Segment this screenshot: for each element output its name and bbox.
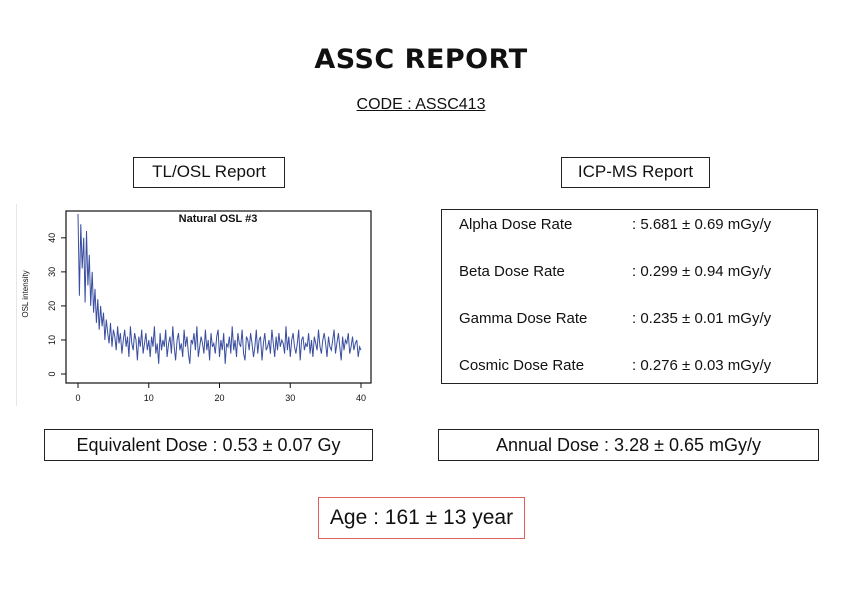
y-tick-label: 20	[47, 301, 57, 311]
dose-rate-label: Gamma Dose Rate	[459, 310, 588, 327]
age-result-box: Age : 161 ± 13 year	[318, 497, 525, 539]
dose-rate-value: : 5.681 ± 0.69 mGy/y	[632, 216, 772, 233]
chart-y-axis: 0 10 20 30 40	[47, 233, 66, 377]
y-tick-label: 0	[47, 371, 57, 376]
dose-rate-label: Beta Dose Rate	[459, 263, 565, 280]
tl-osl-report-label: TL/OSL Report	[133, 157, 285, 188]
icp-ms-dose-table: Alpha Dose Rate : 5.681 ± 0.69 mGy/y Beta …	[441, 209, 818, 384]
chart-plot-frame	[65, 210, 372, 384]
chart-title: Natural OSL #3	[179, 213, 258, 225]
y-tick-label: 10	[47, 335, 57, 345]
annual-dose-box: Annual Dose : 3.28 ± 0.65 mGy/y	[438, 429, 819, 461]
dose-rate-label: Alpha Dose Rate	[459, 216, 573, 233]
y-tick-label: 30	[47, 267, 57, 277]
x-tick-label: 30	[285, 393, 295, 403]
report-code-text: CODE : ASSC413	[356, 96, 486, 113]
y-tick-label: 40	[47, 233, 57, 243]
dose-rate-value: : 0.235 ± 0.01 mGy/y	[632, 310, 772, 327]
icp-ms-report-label: ICP-MS Report	[561, 157, 710, 188]
x-tick-label: 10	[144, 393, 154, 403]
dose-rate-value: : 0.299 ± 0.94 mGy/y	[632, 263, 772, 280]
report-title: ASSC REPORT	[314, 44, 528, 75]
chart-y-axis-label: OSL intensity	[21, 270, 30, 317]
dose-rate-label: Cosmic Dose Rate	[459, 357, 585, 374]
x-tick-label: 20	[214, 393, 224, 403]
report-code: CODE : ASSC413	[0, 96, 842, 114]
chart-background	[16, 200, 376, 410]
osl-series-line	[77, 213, 362, 364]
chart-x-axis: 0 10 20 30 40	[75, 383, 366, 403]
osl-chart: Natural OSL #3 OSL intensity 0 10 20 30 40 0…	[16, 200, 376, 410]
x-tick-label: 0	[75, 393, 80, 403]
dose-rate-value: : 0.276 ± 0.03 mGy/y	[632, 357, 772, 374]
x-tick-label: 40	[356, 393, 366, 403]
equivalent-dose-box: Equivalent Dose : 0.53 ± 0.07 Gy	[44, 429, 373, 461]
